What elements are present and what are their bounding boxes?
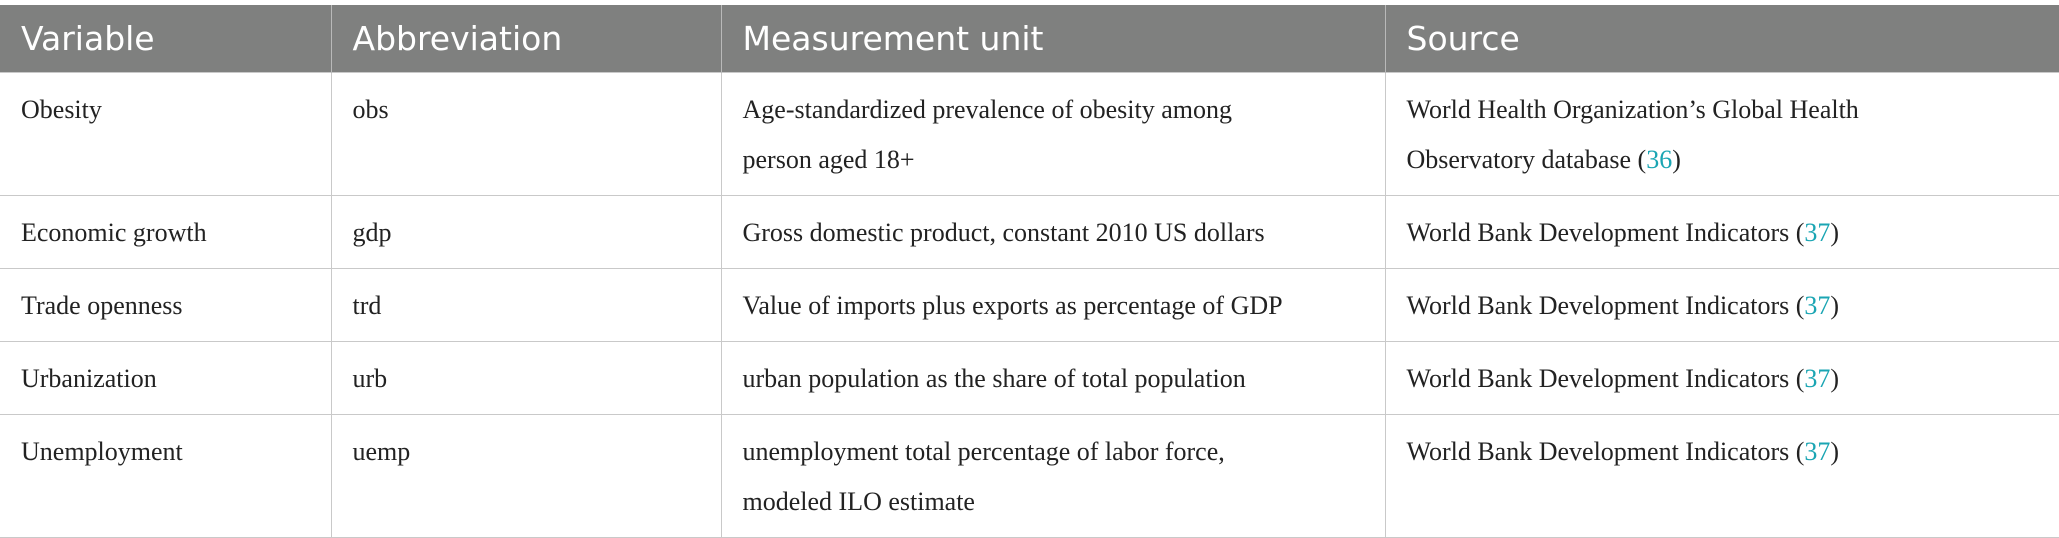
abbreviation-cell: obs — [330, 72, 722, 196]
source-cell: World Bank Development Indicators (37) — [1384, 414, 2059, 538]
source-close: ) — [1830, 437, 1840, 466]
table-row: Unemployment uemp unemployment total perce… — [0, 414, 2059, 538]
source-line: World Health Organization’s Global Healt… — [1406, 95, 1859, 124]
unit-cell: unemployment total percentage of labor f… — [720, 414, 1386, 538]
source-close: ) — [1830, 364, 1840, 393]
abbreviation-cell: uemp — [330, 414, 722, 538]
table-row: Obesity obs Age-standardized prevalence of… — [0, 72, 2059, 196]
reference-number: 37 — [1804, 437, 1831, 466]
abbreviation-cell: trd — [330, 268, 722, 342]
unit-cell: Gross domestic product, constant 2010 US… — [720, 195, 1386, 269]
header-cell: Abbreviation — [330, 5, 721, 73]
reference-number: 37 — [1804, 291, 1831, 320]
unit-line: modeled ILO estimate — [742, 487, 975, 516]
source-line: World Bank Development Indicators ( — [1406, 364, 1805, 393]
variable-cell: Unemployment — [0, 414, 332, 538]
source-cell: World Bank Development Indicators (37) — [1384, 341, 2059, 415]
source-close: ) — [1830, 218, 1840, 247]
page: Variable Abbreviation Measurement unit Sour… — [0, 5, 2059, 538]
source-line: Observatory database ( — [1406, 145, 1647, 174]
variable-cell: Urbanization — [0, 341, 332, 415]
unit-line: Value of imports plus exports as percent… — [742, 291, 1283, 320]
source-line: World Bank Development Indicators ( — [1406, 291, 1805, 320]
unit-line: unemployment total percentage of labor f… — [742, 437, 1225, 466]
source-line: World Bank Development Indicators ( — [1406, 437, 1805, 466]
unit-line: Gross domestic product, constant 2010 US… — [742, 218, 1265, 247]
unit-line: person aged 18+ — [742, 145, 915, 174]
abbreviation-cell: gdp — [330, 195, 722, 269]
source-close: ) — [1672, 145, 1681, 174]
unit-cell: Age-standardized prevalence of obesity a… — [720, 72, 1386, 196]
table-body: Obesity obs Age-standardized prevalence of… — [0, 72, 2059, 538]
reference-number: 37 — [1804, 364, 1831, 393]
unit-cell: Value of imports plus exports as percent… — [720, 268, 1386, 342]
source-close: ) — [1830, 291, 1840, 320]
abbreviation-cell: urb — [330, 341, 722, 415]
source-cell: World Bank Development Indicators (37) — [1384, 268, 2059, 342]
unit-cell: urban population as the share of total p… — [720, 341, 1386, 415]
source-cell: World Health Organization’s Global Healt… — [1384, 72, 2059, 196]
header-cell: Source — [1384, 5, 2059, 73]
data-table: Variable Abbreviation Measurement unit Sour… — [0, 5, 2059, 538]
table-row: Urbanization urb urban population as the s… — [0, 341, 2059, 415]
table-row: Economic growth gdp Gross domestic product… — [0, 195, 2059, 269]
variable-cell: Trade openness — [0, 268, 332, 342]
table-row: Trade openness trd Value of imports plus e… — [0, 268, 2059, 342]
variable-cell: Economic growth — [0, 195, 332, 269]
header-row: Variable Abbreviation Measurement unit Sour… — [0, 5, 2059, 73]
header-cell: Measurement unit — [720, 5, 1385, 73]
reference-number: 36 — [1646, 145, 1673, 174]
source-cell: World Bank Development Indicators (37) — [1384, 195, 2059, 269]
source-line: World Bank Development Indicators ( — [1406, 218, 1805, 247]
unit-line: Age-standardized prevalence of obesity a… — [742, 95, 1232, 124]
unit-line: urban population as the share of total p… — [742, 364, 1246, 393]
reference-number: 37 — [1804, 218, 1831, 247]
header-cell: Variable — [0, 5, 331, 73]
variable-cell: Obesity — [0, 72, 332, 196]
